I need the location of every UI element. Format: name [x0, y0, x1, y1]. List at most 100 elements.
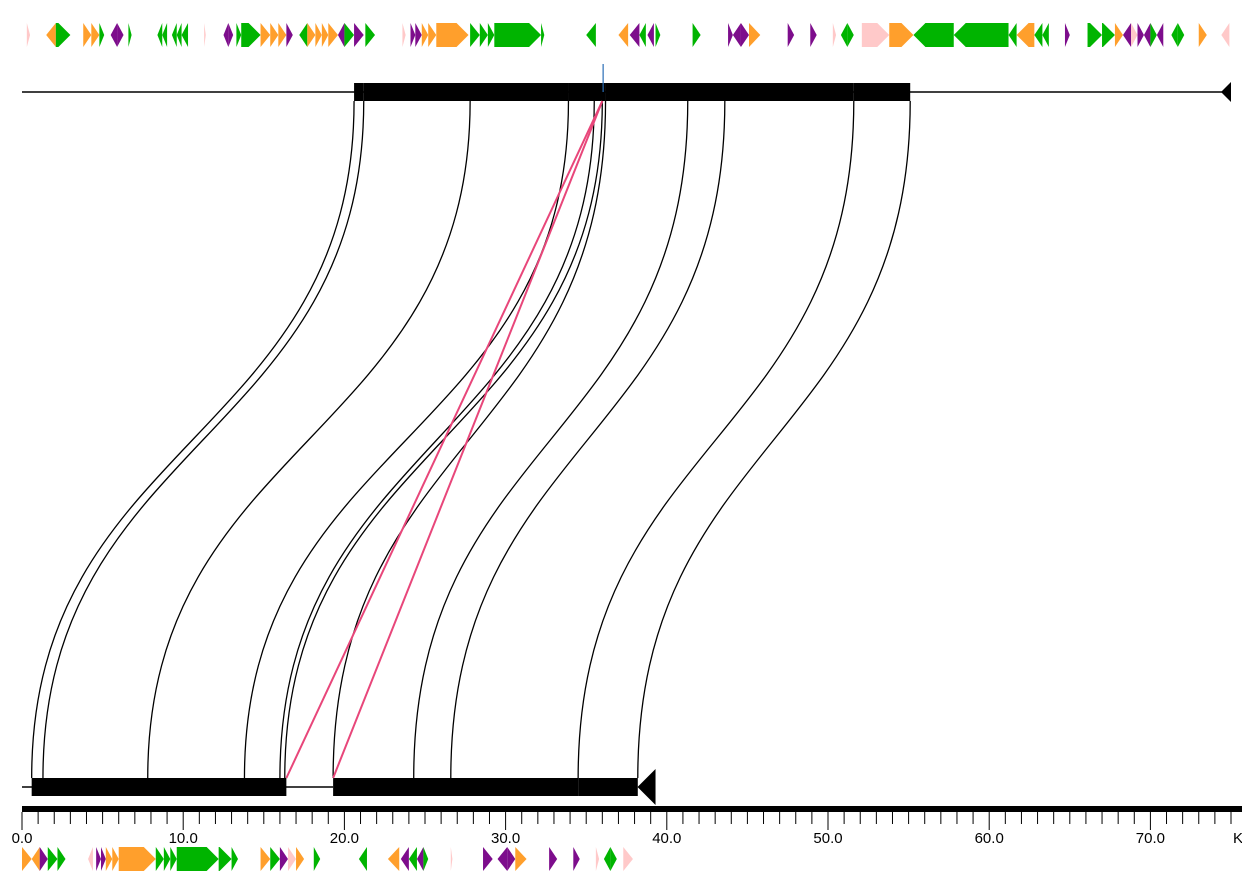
gene-arrow — [400, 847, 409, 871]
gene-arrow — [328, 23, 338, 47]
gene-arrow — [416, 847, 424, 871]
synteny-link — [450, 100, 726, 779]
gene-arrow — [260, 847, 271, 871]
gene-arrow — [494, 23, 542, 47]
gene-arrow — [47, 847, 58, 871]
gene-arrow — [176, 847, 219, 871]
gene-arrow — [1064, 23, 1070, 47]
gene-arrow — [515, 847, 527, 871]
gene-arrow — [410, 23, 416, 47]
scale-bar: 0.0 10.0 20.0 30.0 40.0 50.0 60.0 70.0 K — [12, 806, 1242, 847]
gene-arrow — [692, 23, 701, 47]
gene-arrow — [953, 23, 1009, 47]
gene-arrow — [595, 847, 600, 871]
gene-arrow — [313, 847, 321, 871]
gene-arrow — [840, 23, 848, 47]
gene-arrow — [176, 23, 182, 47]
gene-arrow — [402, 23, 406, 47]
gene-arrow — [157, 23, 163, 47]
gene-arrow — [22, 847, 32, 871]
gene-arrow — [354, 23, 364, 47]
gene-arrow — [105, 847, 113, 871]
scale-unit-label: K — [1233, 830, 1242, 847]
synteny-link — [42, 100, 365, 779]
gene-arrow — [1042, 23, 1049, 47]
gene-arrow — [228, 23, 234, 47]
gene-arrow — [549, 847, 558, 871]
gene-arrow — [629, 23, 640, 47]
gene-arrow — [231, 847, 239, 871]
gene-arrow — [39, 847, 48, 871]
gene-arrow — [647, 23, 654, 47]
scale-tick-label: 20.0 — [330, 830, 359, 847]
cross-link — [285, 100, 604, 779]
gene-arrow — [436, 23, 469, 47]
bottom-syntenic-block — [333, 778, 579, 796]
gene-arrow — [260, 23, 271, 47]
gene-arrow — [83, 23, 92, 47]
gene-arrow — [889, 23, 914, 47]
synteny-link — [577, 100, 855, 779]
scale-tick-label: 10.0 — [169, 830, 198, 847]
gene-arrow — [483, 847, 493, 871]
gene-arrow — [299, 23, 308, 47]
bottom-syntenic-block — [31, 778, 287, 796]
gene-arrow — [110, 23, 118, 47]
gene-arrow — [586, 23, 596, 47]
gene-arrow — [623, 847, 633, 871]
gene-arrow — [162, 23, 168, 47]
gene-arrow — [1150, 23, 1157, 47]
gene-arrow — [423, 847, 429, 871]
gene-arrow — [728, 23, 733, 47]
gene-arrow — [618, 23, 629, 47]
gene-arrow — [1143, 23, 1151, 47]
gene-arrow — [861, 23, 890, 47]
gene-arrow — [749, 23, 761, 47]
gene-arrow — [118, 847, 156, 871]
gene-arrow — [470, 23, 480, 47]
gene-arrow — [170, 847, 177, 871]
gene-arrow — [315, 23, 322, 47]
gene-arrow — [31, 847, 40, 871]
gene-arrow — [236, 23, 242, 47]
gene-arrow — [100, 847, 106, 871]
synteny-links — [31, 100, 911, 779]
top-syntenic-block — [354, 83, 364, 101]
gene-arrow — [1131, 23, 1138, 47]
scale-bar-axis — [22, 806, 1242, 812]
gene-arrow — [428, 23, 437, 47]
gene-arrow — [497, 847, 508, 871]
gene-arrow — [358, 847, 367, 871]
gene-arrow — [26, 23, 31, 47]
gene-arrow — [181, 23, 189, 47]
top-genome-track — [22, 64, 1231, 102]
gene-arrow — [91, 23, 100, 47]
gene-arrow — [1156, 23, 1164, 47]
gene-arrow — [1137, 23, 1144, 47]
scale-tick-label: 40.0 — [652, 830, 681, 847]
top-genome-end-arrow — [1221, 82, 1231, 102]
bottom-genome-track — [22, 769, 656, 805]
bottom-genome-end-arrow — [637, 769, 656, 805]
gene-arrow — [270, 23, 279, 47]
gene-arrow — [204, 23, 206, 47]
gene-arrow — [1102, 23, 1115, 47]
gene-arrow — [1016, 23, 1035, 47]
gene-arrow — [155, 847, 164, 871]
synteny-link — [332, 100, 607, 779]
gene-arrow — [387, 847, 400, 871]
gene-arrow — [847, 23, 854, 47]
gene-arrow — [573, 847, 580, 871]
gene-arrow — [1034, 23, 1043, 47]
top-syntenic-block — [853, 83, 911, 101]
gene-arrow — [218, 847, 232, 871]
gene-arrow — [450, 847, 453, 871]
synteny-link — [413, 100, 689, 779]
gene-arrow — [337, 23, 345, 47]
gene-arrow — [117, 23, 124, 47]
gene-arrow — [1122, 23, 1132, 47]
synteny-link — [279, 100, 595, 779]
gene-arrow — [112, 847, 119, 871]
gene-arrow — [278, 23, 287, 47]
